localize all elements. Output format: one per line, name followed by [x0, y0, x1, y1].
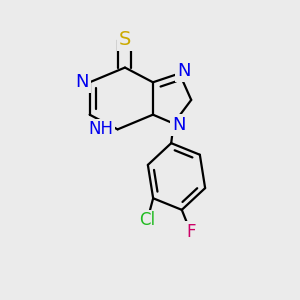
- Text: N: N: [177, 62, 190, 80]
- Text: N: N: [76, 73, 89, 91]
- Text: S: S: [119, 30, 131, 49]
- Text: F: F: [186, 223, 195, 241]
- Text: Cl: Cl: [139, 211, 155, 229]
- Text: N: N: [172, 116, 186, 134]
- Text: NH: NH: [88, 120, 113, 138]
